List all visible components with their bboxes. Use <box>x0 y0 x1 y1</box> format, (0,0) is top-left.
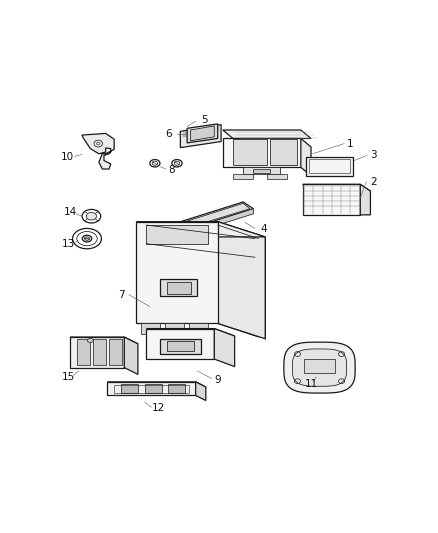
Polygon shape <box>233 139 267 165</box>
Text: 7: 7 <box>118 289 124 300</box>
Polygon shape <box>110 339 122 365</box>
Polygon shape <box>179 222 189 234</box>
Polygon shape <box>253 169 270 173</box>
Polygon shape <box>243 167 280 174</box>
Polygon shape <box>70 337 124 368</box>
Polygon shape <box>185 203 250 227</box>
Text: 12: 12 <box>152 403 165 413</box>
Text: 8: 8 <box>169 165 175 175</box>
Text: 11: 11 <box>304 379 318 389</box>
Polygon shape <box>160 339 201 354</box>
Text: 6: 6 <box>165 129 172 139</box>
Polygon shape <box>136 222 218 324</box>
Text: 13: 13 <box>62 239 75 249</box>
Text: 14: 14 <box>64 207 77 217</box>
Polygon shape <box>146 328 214 359</box>
Polygon shape <box>146 225 208 244</box>
Text: 2: 2 <box>371 176 377 187</box>
Polygon shape <box>93 339 106 365</box>
Polygon shape <box>82 133 114 169</box>
Polygon shape <box>107 382 206 387</box>
Polygon shape <box>165 324 184 334</box>
Polygon shape <box>136 222 265 237</box>
Ellipse shape <box>82 235 92 242</box>
Polygon shape <box>107 382 196 395</box>
Text: 10: 10 <box>61 152 74 162</box>
Polygon shape <box>223 130 311 139</box>
Polygon shape <box>270 139 297 165</box>
Polygon shape <box>145 384 162 393</box>
Polygon shape <box>187 124 218 143</box>
Polygon shape <box>180 125 221 148</box>
Polygon shape <box>189 209 253 234</box>
Polygon shape <box>303 184 371 191</box>
Polygon shape <box>304 359 335 373</box>
Text: 4: 4 <box>260 224 267 234</box>
Polygon shape <box>306 157 353 176</box>
Polygon shape <box>77 339 90 365</box>
Polygon shape <box>167 282 191 294</box>
Text: 1: 1 <box>347 139 353 149</box>
Polygon shape <box>141 324 160 334</box>
Polygon shape <box>301 139 311 176</box>
Text: 5: 5 <box>201 115 208 125</box>
Polygon shape <box>124 337 138 374</box>
Text: 9: 9 <box>214 375 221 385</box>
Ellipse shape <box>87 338 93 343</box>
Text: 15: 15 <box>62 372 75 382</box>
Polygon shape <box>196 382 206 400</box>
Polygon shape <box>360 184 371 215</box>
Polygon shape <box>169 384 185 393</box>
Polygon shape <box>293 349 346 386</box>
Polygon shape <box>223 139 301 167</box>
Polygon shape <box>233 174 253 179</box>
Polygon shape <box>214 328 235 367</box>
Polygon shape <box>267 174 287 179</box>
Polygon shape <box>70 337 138 344</box>
Text: 3: 3 <box>371 150 377 160</box>
Polygon shape <box>146 328 235 336</box>
Polygon shape <box>218 222 265 339</box>
Polygon shape <box>160 279 197 296</box>
Polygon shape <box>189 324 208 334</box>
Polygon shape <box>284 342 355 393</box>
Polygon shape <box>121 384 138 393</box>
Polygon shape <box>303 184 360 215</box>
Ellipse shape <box>86 213 96 220</box>
Polygon shape <box>191 126 214 141</box>
Polygon shape <box>179 202 253 229</box>
Polygon shape <box>167 342 194 351</box>
